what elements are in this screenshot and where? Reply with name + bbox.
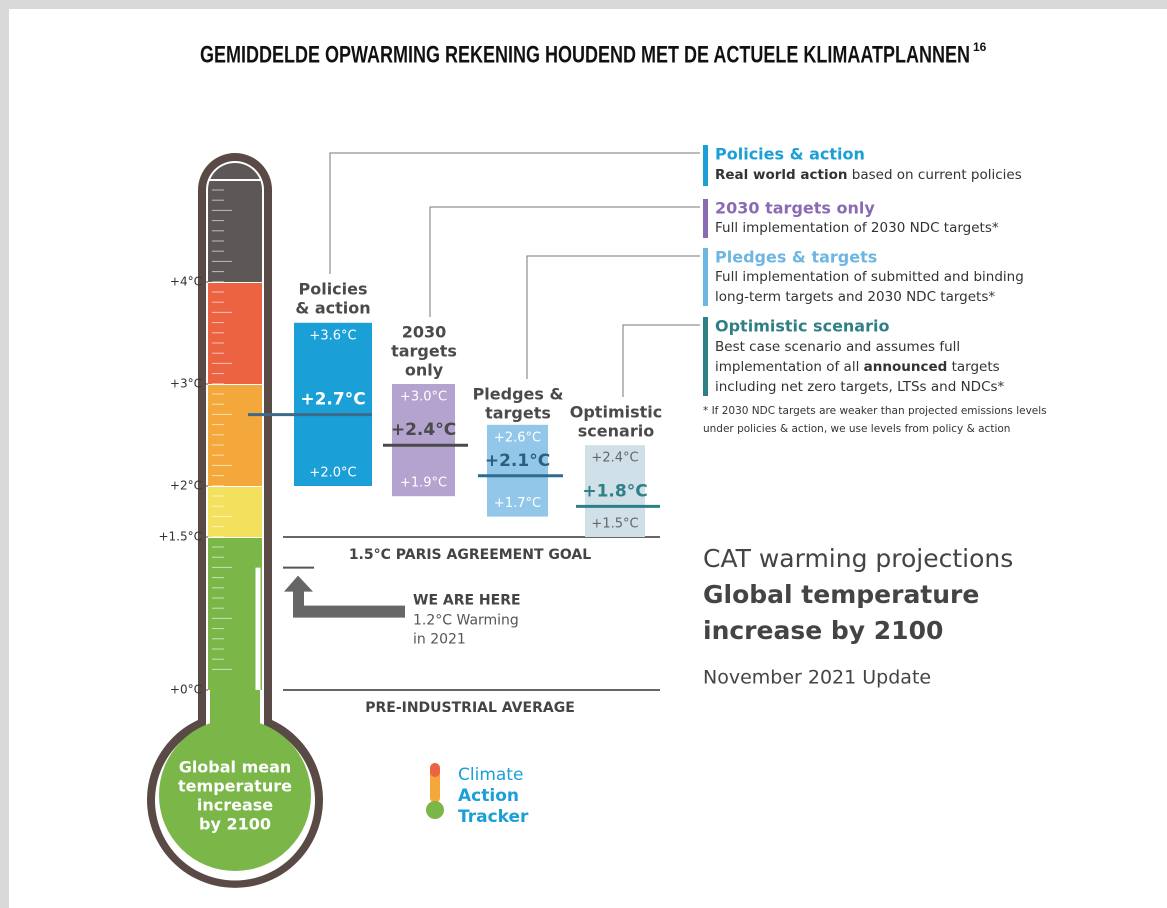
description-part: implementation of all — [715, 359, 864, 375]
description-part: based on current policies — [847, 167, 1021, 183]
y-tick-label: +1.5°C — [158, 530, 202, 544]
low-label: +1.9°C — [400, 476, 447, 491]
bulb-label: Global mean — [179, 758, 292, 777]
logo-icon — [426, 801, 444, 819]
description-part: targets — [947, 359, 999, 375]
footnote: under policies & action, we use levels f… — [703, 423, 1010, 435]
mid-label: +1.8°C — [582, 481, 647, 501]
description-part: Full implementation of 2030 NDC targets* — [715, 220, 999, 236]
logo-text: Climate — [458, 765, 523, 785]
leader-line — [329, 152, 700, 274]
leader-line — [429, 206, 700, 317]
bar-heading: & action — [295, 299, 370, 318]
legend-name: Optimistic scenario — [715, 317, 889, 336]
low-label: +1.5°C — [591, 517, 638, 532]
subtitle: CAT warming projections — [703, 544, 1013, 573]
legend-name: Policies & action — [715, 145, 865, 164]
legend-description: implementation of all announced targets — [715, 359, 1000, 375]
legend-description: Full implementation of 2030 NDC targets* — [715, 220, 999, 236]
title-note: 16 — [973, 40, 987, 54]
legend-name: Pledges & targets — [715, 248, 877, 267]
reference-label: 1.5°C PARIS AGREEMENT GOAL — [349, 547, 591, 563]
subtitle-bold: Global temperature — [703, 580, 979, 609]
bar-heading: targets — [485, 404, 551, 423]
range-bar — [294, 322, 372, 486]
low-label: +2.0°C — [309, 466, 356, 481]
bar-heading: scenario — [578, 422, 654, 441]
chart-title: GEMIDDELDE OPWARMING REKENING HOUDEND ME… — [200, 41, 970, 68]
y-tick-label: +3°C — [170, 377, 202, 391]
current-text: in 2021 — [413, 632, 466, 648]
high-label: +3.0°C — [400, 390, 447, 405]
bulb-label: by 2100 — [199, 815, 271, 834]
range-bar — [585, 445, 645, 537]
legend-description: Full implementation of submitted and bin… — [715, 269, 1024, 285]
legend-description: long-term targets and 2030 NDC targets* — [715, 289, 995, 305]
mid-label: +2.1°C — [485, 451, 550, 471]
legend-swatch — [703, 145, 708, 186]
logo-text: Tracker — [458, 807, 529, 827]
reference-label: PRE-INDUSTRIAL AVERAGE — [365, 700, 575, 716]
range-bar — [392, 384, 455, 497]
low-label: +1.7°C — [494, 496, 541, 511]
bar-heading: Policies — [298, 280, 367, 299]
description-part: including net zero targets, LTSs and NDC… — [715, 379, 1005, 395]
description-part: Real world action — [715, 167, 847, 183]
bulb — [159, 719, 311, 871]
description-part: announced — [864, 359, 948, 375]
current-heading: WE ARE HERE — [413, 593, 521, 609]
footnote: * If 2030 NDC targets are weaker than pr… — [703, 405, 1047, 417]
bar-heading: targets — [391, 342, 457, 361]
y-tick-label: +2°C — [170, 479, 202, 493]
description-part: long-term targets and 2030 NDC targets* — [715, 289, 995, 305]
band — [208, 486, 262, 537]
band — [208, 537, 262, 690]
high-label: +2.4°C — [591, 451, 638, 466]
y-tick-label: +4°C — [170, 275, 202, 289]
bulb-label: temperature — [178, 777, 292, 796]
mid-label: +2.7°C — [300, 390, 365, 410]
range-bar — [487, 424, 548, 517]
subtitle-bold: increase by 2100 — [703, 616, 943, 645]
bar-heading: Optimistic — [570, 403, 662, 422]
leader-line — [526, 255, 700, 379]
bar-heading: only — [405, 361, 444, 380]
legend-description: Real world action based on current polic… — [715, 167, 1022, 183]
legend-description: including net zero targets, LTSs and NDC… — [715, 379, 1005, 395]
update-note: November 2021 Update — [703, 667, 931, 689]
current-text: 1.2°C Warming — [413, 613, 519, 629]
leader-line — [622, 324, 700, 397]
high-label: +3.6°C — [309, 328, 356, 343]
legend-name: 2030 targets only — [715, 199, 875, 218]
high-label: +2.6°C — [494, 430, 541, 445]
legend-swatch — [703, 317, 708, 396]
bar-heading: 2030 — [402, 323, 447, 342]
legend-swatch — [703, 199, 708, 238]
legend-description: Best case scenario and assumes full — [715, 339, 960, 355]
bar-heading: Pledges & — [473, 385, 564, 404]
description-part: Full implementation of submitted and bin… — [715, 269, 1024, 285]
logo-icon — [430, 763, 440, 777]
band — [208, 163, 262, 282]
legend-swatch — [703, 248, 708, 306]
logo-text: Action — [458, 786, 519, 806]
mid-label: +2.4°C — [391, 420, 456, 440]
bulb-label: increase — [197, 796, 273, 815]
description-part: Best case scenario and assumes full — [715, 339, 960, 355]
y-tick-label: +0°C — [170, 683, 202, 697]
arrow — [284, 575, 405, 618]
